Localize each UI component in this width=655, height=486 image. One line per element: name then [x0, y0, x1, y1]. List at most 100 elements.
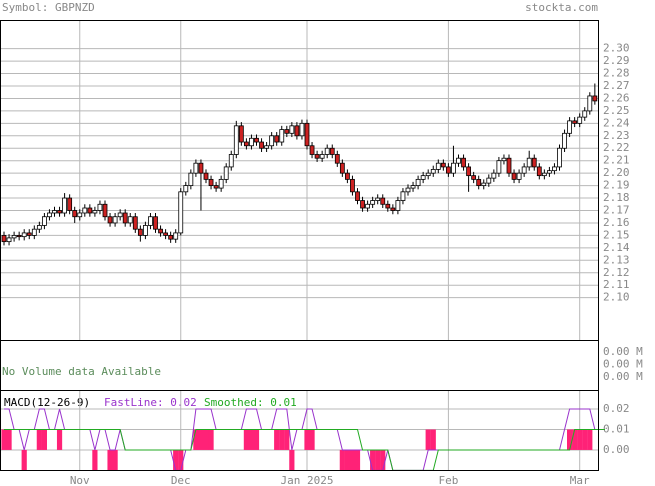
candle-body	[158, 228, 163, 234]
candle-body	[218, 178, 224, 189]
y-tick-label: 2.17	[603, 204, 630, 217]
candle-body	[380, 197, 386, 205]
candle-body	[117, 212, 123, 218]
candle-body	[506, 157, 512, 174]
macd-histogram-bar	[354, 449, 361, 471]
candle-body	[557, 147, 562, 168]
site-label: stockta.com	[525, 1, 598, 14]
candle-body	[42, 216, 47, 226]
macd-histogram-bar	[344, 449, 350, 471]
candle-body	[137, 228, 143, 236]
candle-body	[243, 141, 249, 147]
legend-fastline: FastLine: 0.02	[104, 396, 197, 409]
candle-body	[420, 175, 426, 180]
candle-body	[112, 216, 118, 224]
macd-histogram-bar	[582, 429, 588, 450]
volume-axis-label: 0.00 M	[603, 370, 643, 383]
candle-body	[531, 157, 537, 168]
candle-body	[541, 172, 547, 177]
candle-body	[142, 225, 148, 236]
macd-histogram-bar	[1, 429, 7, 450]
candle-body	[47, 212, 52, 218]
candle-body	[92, 210, 98, 214]
macd-histogram-bar	[173, 449, 179, 471]
y-tick-label: 2.23	[603, 129, 630, 142]
y-tick-label: 2.24	[603, 116, 630, 129]
macd-histogram-bar	[274, 429, 280, 450]
macd-histogram-bar	[380, 449, 386, 471]
candle-body	[188, 172, 194, 187]
candle-body	[486, 177, 492, 184]
candle-body	[21, 232, 27, 238]
macd-histogram-bar	[208, 429, 214, 450]
candle-body	[516, 172, 522, 180]
macd-histogram-bar	[430, 429, 436, 450]
candle-body	[284, 129, 290, 134]
candle-body	[97, 203, 103, 211]
y-tick-label: 2.28	[603, 67, 630, 80]
candle-body	[410, 185, 416, 189]
y-tick-label: 2.14	[603, 241, 630, 254]
candle-body	[77, 212, 83, 218]
candle-body	[577, 116, 583, 124]
macd-histogram-bar	[572, 429, 578, 450]
candle-body	[552, 166, 557, 172]
candle-body	[274, 135, 280, 143]
macd-histogram-bar	[198, 429, 204, 450]
macd-histogram-bar	[309, 429, 315, 450]
candle-body	[334, 154, 340, 164]
macd-histogram-bar	[41, 429, 47, 450]
macd-histogram-bar	[248, 429, 255, 450]
candle-body	[440, 162, 446, 168]
candle-body	[476, 178, 482, 187]
candle-body	[102, 203, 108, 218]
candle-body	[178, 191, 184, 234]
y-tick-label: 2.20	[603, 166, 630, 179]
candle-body	[592, 95, 598, 102]
candle-body	[395, 200, 401, 211]
y-tick-label: 2.12	[603, 266, 630, 279]
x-tick-label: Dec	[171, 474, 191, 486]
y-tick-label: 2.10	[603, 291, 630, 304]
macd-histogram-bar	[284, 429, 290, 450]
candle-body	[264, 145, 270, 149]
macd-histogram-bar	[6, 429, 12, 450]
y-tick-label: 2.21	[603, 154, 630, 167]
candle-body	[57, 210, 62, 214]
candle-body	[168, 235, 174, 240]
candle-body	[52, 210, 57, 214]
candle-body	[259, 141, 264, 149]
y-tick-label: 0.01	[603, 422, 630, 435]
macd-histogram-bar	[112, 449, 118, 471]
candle-body	[501, 157, 507, 162]
candle-body	[249, 137, 254, 147]
candle-body	[183, 185, 189, 193]
candle-body	[127, 216, 133, 224]
candle-body	[339, 162, 345, 174]
candle-body	[435, 162, 441, 170]
y-tick-label: 2.27	[603, 79, 630, 92]
candle-body	[269, 135, 275, 147]
plot-frame	[0, 20, 599, 471]
candle-body	[511, 172, 517, 180]
candle-body	[173, 232, 179, 240]
candle-body	[451, 162, 456, 174]
candle-body	[148, 216, 153, 226]
candle-body	[26, 232, 32, 236]
y-tick-label: 2.18	[603, 191, 630, 204]
candle-body	[203, 172, 209, 180]
candle-body	[314, 154, 320, 159]
candle-body	[122, 212, 128, 224]
y-tick-label: 2.11	[603, 278, 630, 291]
candle-body	[193, 162, 199, 174]
candle-body	[547, 170, 552, 174]
y-tick-label: 2.13	[603, 253, 630, 266]
candle-body	[456, 157, 461, 164]
macd-histogram-bar	[304, 429, 310, 450]
candle-body	[461, 157, 466, 168]
y-tick-label: 2.15	[603, 228, 630, 241]
candle-body	[567, 120, 572, 134]
candle-body	[329, 147, 335, 155]
